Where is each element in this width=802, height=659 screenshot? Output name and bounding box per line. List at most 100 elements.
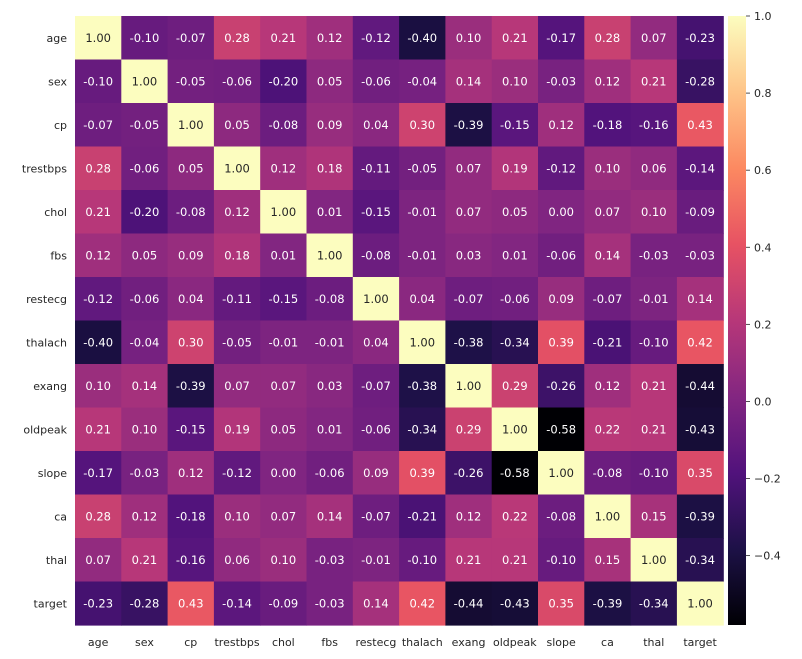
heatmap-cell — [584, 451, 632, 496]
heatmap-cell — [121, 16, 169, 61]
heatmap-cell-value: 0.07 — [271, 379, 297, 393]
heatmap-cell — [121, 190, 169, 235]
heatmap-cell-value: 0.10 — [456, 31, 482, 45]
heatmap-cell — [584, 581, 632, 626]
heatmap-cell-value: 0.39 — [548, 335, 574, 349]
heatmap-cell — [491, 581, 539, 626]
heatmap-cell — [676, 581, 724, 626]
y-tick-label: restecg — [26, 293, 67, 306]
heatmap-cell — [121, 494, 169, 539]
heatmap-cell — [121, 581, 169, 626]
heatmap-cell — [584, 407, 632, 452]
heatmap-cell-value: 0.03 — [456, 248, 482, 262]
heatmap-cell-value: 0.12 — [271, 161, 297, 175]
heatmap-cell-value: -0.10 — [639, 466, 669, 480]
heatmap-cell-value: 0.15 — [641, 509, 667, 523]
heatmap-cell-value: 0.00 — [271, 466, 297, 480]
heatmap-cell — [352, 538, 400, 583]
heatmap-cell — [75, 364, 122, 409]
heatmap-cell — [306, 364, 354, 409]
heatmap-cell-value: -0.44 — [685, 379, 715, 393]
heatmap-cell-value: -0.39 — [176, 379, 206, 393]
heatmap-cell-value: -0.07 — [593, 292, 623, 306]
heatmap-cell-value: 0.07 — [224, 379, 250, 393]
heatmap-cell — [676, 494, 724, 539]
heatmap-cell-value: -0.10 — [130, 31, 160, 45]
heatmap-cell — [445, 364, 493, 409]
heatmap-cell-value: 0.05 — [224, 118, 250, 132]
heatmap-cell — [676, 364, 724, 409]
heatmap-cell-value: -0.34 — [500, 335, 530, 349]
heatmap-cell-value: 0.19 — [224, 422, 250, 436]
heatmap-cell — [167, 451, 215, 496]
heatmap-cell — [630, 581, 678, 626]
heatmap-cell — [538, 364, 585, 409]
heatmap-cell — [584, 103, 632, 148]
heatmap-cell — [260, 277, 308, 322]
heatmap-cell — [306, 494, 354, 539]
heatmap-cell-value: 0.10 — [502, 74, 528, 88]
heatmap-cell-value: 0.05 — [271, 422, 297, 436]
y-tick-label: thal — [46, 554, 67, 567]
heatmap-cell — [630, 277, 678, 322]
heatmap-cell-value: -0.05 — [176, 74, 206, 88]
x-tick-label: thalach — [402, 636, 443, 649]
heatmap-cell-value: -0.08 — [546, 509, 576, 523]
heatmap-cell-value: -0.15 — [268, 292, 298, 306]
heatmap-cell — [445, 146, 493, 191]
heatmap-cell-value: 0.21 — [456, 553, 482, 567]
heatmap-cell-value: 0.10 — [641, 205, 667, 219]
heatmap-cell-value: 0.43 — [687, 118, 713, 132]
heatmap-cell-value: 0.07 — [456, 161, 482, 175]
heatmap-cell — [538, 233, 585, 278]
heatmap-cell — [260, 233, 308, 278]
heatmap-cell — [352, 190, 400, 235]
heatmap-cell — [491, 538, 539, 583]
heatmap-cell — [75, 146, 122, 191]
heatmap-cell — [491, 103, 539, 148]
heatmap-cell-value: -0.21 — [593, 335, 623, 349]
heatmap-cell — [306, 581, 354, 626]
heatmap-cell-value: 0.07 — [595, 205, 621, 219]
y-tick-label: exang — [33, 380, 67, 393]
heatmap-cell — [75, 103, 122, 148]
heatmap-cell — [491, 494, 539, 539]
heatmap-cell — [445, 190, 493, 235]
x-tick-label: slope — [547, 636, 576, 649]
heatmap-cell-value: -0.05 — [130, 118, 160, 132]
heatmap-cell — [121, 364, 169, 409]
heatmap-cell-value: 1.00 — [85, 31, 111, 45]
heatmap-cell — [399, 451, 446, 496]
heatmap-cell-value: -0.58 — [546, 422, 576, 436]
heatmap-cell-value: 0.39 — [409, 466, 435, 480]
heatmap-cell-value: -0.18 — [176, 509, 206, 523]
y-tick-label: age — [47, 32, 68, 45]
x-tick-label: thal — [643, 636, 664, 649]
heatmap-cell-value: -0.15 — [500, 118, 530, 132]
heatmap-cell-value: 1.00 — [687, 596, 713, 610]
heatmap-cell-value: 0.18 — [224, 248, 250, 262]
heatmap-cell-value: -0.08 — [361, 248, 391, 262]
heatmap-cell-value: 0.01 — [502, 248, 528, 262]
heatmap-cell — [445, 103, 493, 148]
heatmap-cell-value: 0.12 — [132, 509, 158, 523]
heatmap-cell-value: -0.34 — [407, 422, 437, 436]
heatmap-cell — [445, 320, 493, 365]
heatmap-cell-value: -0.03 — [315, 553, 345, 567]
heatmap-cell-value: 0.29 — [502, 379, 528, 393]
heatmap-cell-value: -0.06 — [361, 74, 391, 88]
heatmap-cell-value: 0.12 — [178, 466, 204, 480]
heatmap-cell-value: 0.30 — [409, 118, 435, 132]
x-tick-label: target — [683, 636, 717, 649]
heatmap-cell-value: -0.12 — [83, 292, 113, 306]
heatmap-cell — [213, 581, 261, 626]
heatmap-cell-value: 0.28 — [595, 31, 621, 45]
heatmap-cell-value: -0.07 — [361, 509, 391, 523]
heatmap-cell — [213, 364, 261, 409]
heatmap-cell — [584, 59, 632, 104]
heatmap-cell-value: -0.10 — [546, 553, 576, 567]
heatmap-cell — [445, 494, 493, 539]
heatmap-cell — [352, 494, 400, 539]
heatmap-cell-value: -0.06 — [361, 422, 391, 436]
